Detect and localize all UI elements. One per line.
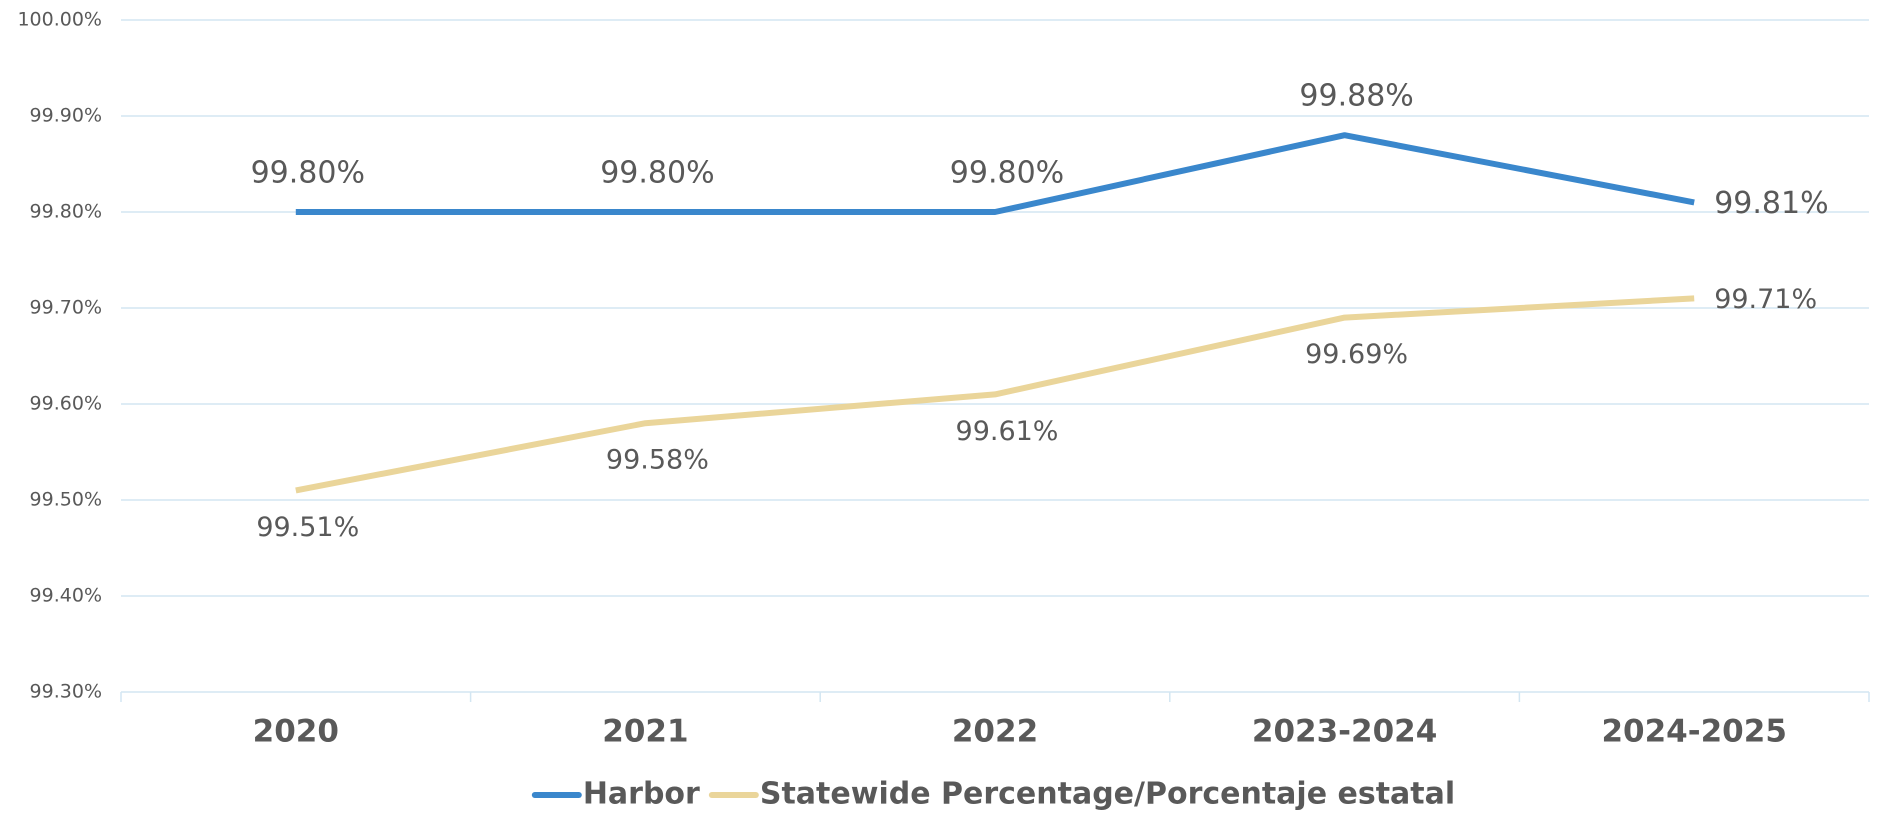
y-tick-label: 99.50% [30, 489, 102, 511]
legend-label: Harbor [583, 777, 700, 812]
x-tick-label: 2024-2025 [1601, 714, 1786, 750]
x-tick-label: 2021 [602, 714, 688, 750]
data-label: 99.51% [256, 512, 359, 543]
data-label: 99.80% [950, 156, 1064, 191]
data-label: 99.69% [1305, 339, 1408, 370]
x-tick-label: 2020 [253, 714, 339, 750]
data-label: 99.71% [1714, 284, 1817, 315]
x-tick-label: 2022 [952, 714, 1038, 750]
data-label: 99.58% [606, 445, 709, 476]
y-tick-label: 99.90% [30, 105, 102, 127]
data-label: 99.80% [251, 156, 365, 191]
data-label: 99.88% [1299, 79, 1413, 114]
y-tick-label: 99.80% [30, 201, 102, 223]
series-line [295, 132, 1695, 215]
legend-label: Statewide Percentage/Porcentaje estatal [760, 777, 1455, 812]
data-label: 99.61% [956, 416, 1059, 447]
data-label: 99.81% [1714, 186, 1828, 221]
y-tick-label: 100.00% [17, 9, 102, 31]
y-tick-label: 99.70% [30, 297, 102, 319]
y-tick-label: 99.60% [30, 393, 102, 415]
y-tick-label: 99.30% [30, 681, 102, 703]
data-label: 99.80% [600, 156, 714, 191]
x-tick-label: 2023-2024 [1252, 714, 1437, 750]
series-line [295, 295, 1695, 494]
y-tick-label: 99.40% [30, 585, 102, 607]
